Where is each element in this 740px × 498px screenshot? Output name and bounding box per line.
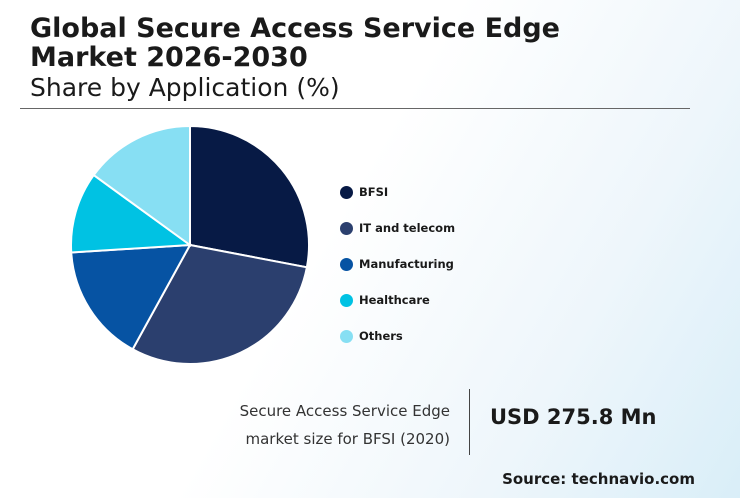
pie-slice-others: [92, 124, 191, 247]
legend-swatch: [340, 185, 353, 199]
legend-item: Healthcare: [340, 282, 455, 318]
legend-label: Manufacturing: [359, 257, 454, 271]
stat-label: Secure Access Service Edge market size f…: [190, 397, 450, 453]
legend-label: BFSI: [359, 185, 389, 199]
legend-label: Healthcare: [359, 293, 430, 307]
chart-subtitle: Share by Application (%): [30, 73, 340, 102]
stat-value: USD 275.8 Mn: [490, 405, 657, 429]
legend-swatch: [340, 257, 353, 271]
pie-chart: [70, 124, 310, 365]
legend-swatch: [340, 293, 353, 307]
chart-title: Global Secure Access Service Edge Market…: [30, 13, 560, 73]
stat-label-line1: Secure Access Service Edge: [239, 402, 450, 420]
pie-slice-healthcare: [70, 173, 193, 254]
chart-area: BFSI IT and telecom Manufacturing Healthcar…: [0, 110, 740, 380]
legend: BFSI IT and telecom Manufacturing Healthcar…: [340, 174, 455, 354]
stat-divider: [469, 389, 470, 455]
legend-item: BFSI: [340, 174, 455, 210]
legend-label: IT and telecom: [359, 221, 456, 235]
legend-label: Others: [359, 329, 403, 343]
legend-swatch: [340, 329, 353, 343]
pie-slice-it-and-telecom: [131, 243, 309, 365]
title-divider: [20, 108, 690, 109]
pie-slice-bfsi: [189, 124, 310, 269]
legend-swatch: [340, 221, 353, 235]
pie-slice-manufacturing: [70, 243, 192, 351]
legend-item: Manufacturing: [340, 246, 455, 282]
source-credit: Source: technavio.com: [502, 470, 695, 488]
legend-item: IT and telecom: [340, 210, 455, 246]
legend-item: Others: [340, 318, 455, 354]
stat-label-line2: market size for BFSI (2020): [245, 430, 451, 448]
